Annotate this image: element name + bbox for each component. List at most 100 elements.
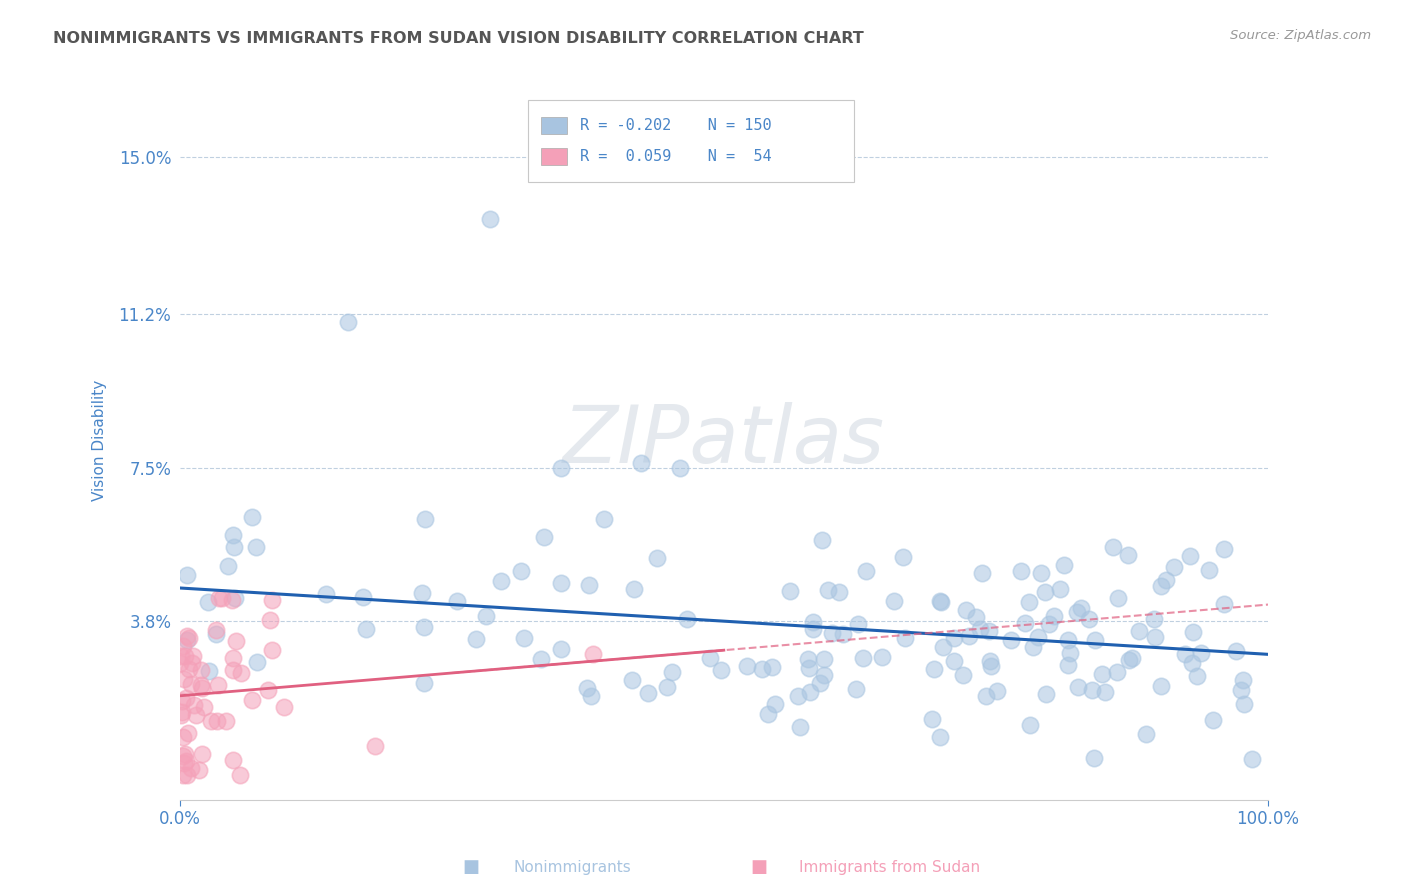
Point [245,540,267,554]
Point [1213,598,1236,612]
Point [1202,713,1225,727]
Point [1198,563,1220,577]
Point [174,747,197,761]
Point [1043,609,1066,624]
Point [478,211,501,226]
Point [582,648,605,662]
Point [198,664,221,678]
Point [921,712,943,726]
Point [1118,652,1140,666]
Point [1189,646,1212,660]
Point [228,767,250,781]
Point [1018,595,1040,609]
Point [699,651,721,665]
Point [1091,667,1114,681]
Point [169,708,191,723]
Point [799,685,821,699]
Point [710,663,733,677]
Point [1143,612,1166,626]
Point [170,648,193,663]
Point [183,698,205,712]
Point [929,731,952,745]
Point [246,655,269,669]
Text: Source: ZipAtlas.com: Source: ZipAtlas.com [1230,29,1371,42]
Point [205,624,228,638]
Point [756,706,779,721]
Point [801,622,824,636]
Point [844,681,866,696]
Point [1180,549,1202,564]
Point [180,676,202,690]
Point [1154,573,1177,587]
Point [763,697,786,711]
Point [474,609,496,624]
Point [620,673,643,688]
Point [735,658,758,673]
Point [1116,548,1139,562]
Point [174,649,197,664]
Point [513,631,536,645]
Point [222,753,245,767]
Point [817,582,839,597]
Point [1049,582,1071,596]
Point [928,594,950,608]
Point [172,731,194,745]
Point [207,677,229,691]
Point [1094,685,1116,699]
Point [413,512,436,526]
Point [1105,665,1128,679]
Point [205,627,228,641]
Point [550,642,572,657]
Point [883,593,905,607]
Point [240,692,263,706]
Point [1066,605,1088,619]
Point [550,576,572,591]
Point [181,649,204,664]
Point [676,612,699,626]
Point [550,460,572,475]
Point [801,615,824,629]
Point [1018,718,1040,732]
Point [1163,559,1185,574]
Point [173,672,195,686]
Bar [541,148,567,165]
Point [957,629,980,643]
Point [974,689,997,703]
Point [855,564,877,578]
Point [891,550,914,565]
Point [177,726,200,740]
Point [1135,727,1157,741]
Point [413,676,436,690]
Point [1078,612,1101,626]
Point [352,590,374,604]
Point [870,650,893,665]
Point [190,681,212,695]
Point [1083,751,1105,765]
Point [225,633,247,648]
Point [661,665,683,679]
Point [174,691,197,706]
Point [1053,558,1076,572]
Point [186,707,208,722]
Point [215,714,238,729]
Point [1057,632,1080,647]
Point [190,663,212,677]
Point [172,749,194,764]
Text: R = -0.202    N = 150: R = -0.202 N = 150 [581,119,772,133]
Point [177,632,200,646]
Point [222,541,245,555]
Point [1181,656,1204,670]
Point [170,694,193,708]
Point [821,626,844,640]
Point [932,640,955,654]
Point [180,761,202,775]
Point [1026,630,1049,644]
Point [222,651,245,665]
Point [172,639,194,653]
Point [465,632,488,646]
Point [952,668,974,682]
Point [942,632,965,646]
Point [787,690,810,704]
Point [1150,679,1173,693]
Point [623,582,645,596]
